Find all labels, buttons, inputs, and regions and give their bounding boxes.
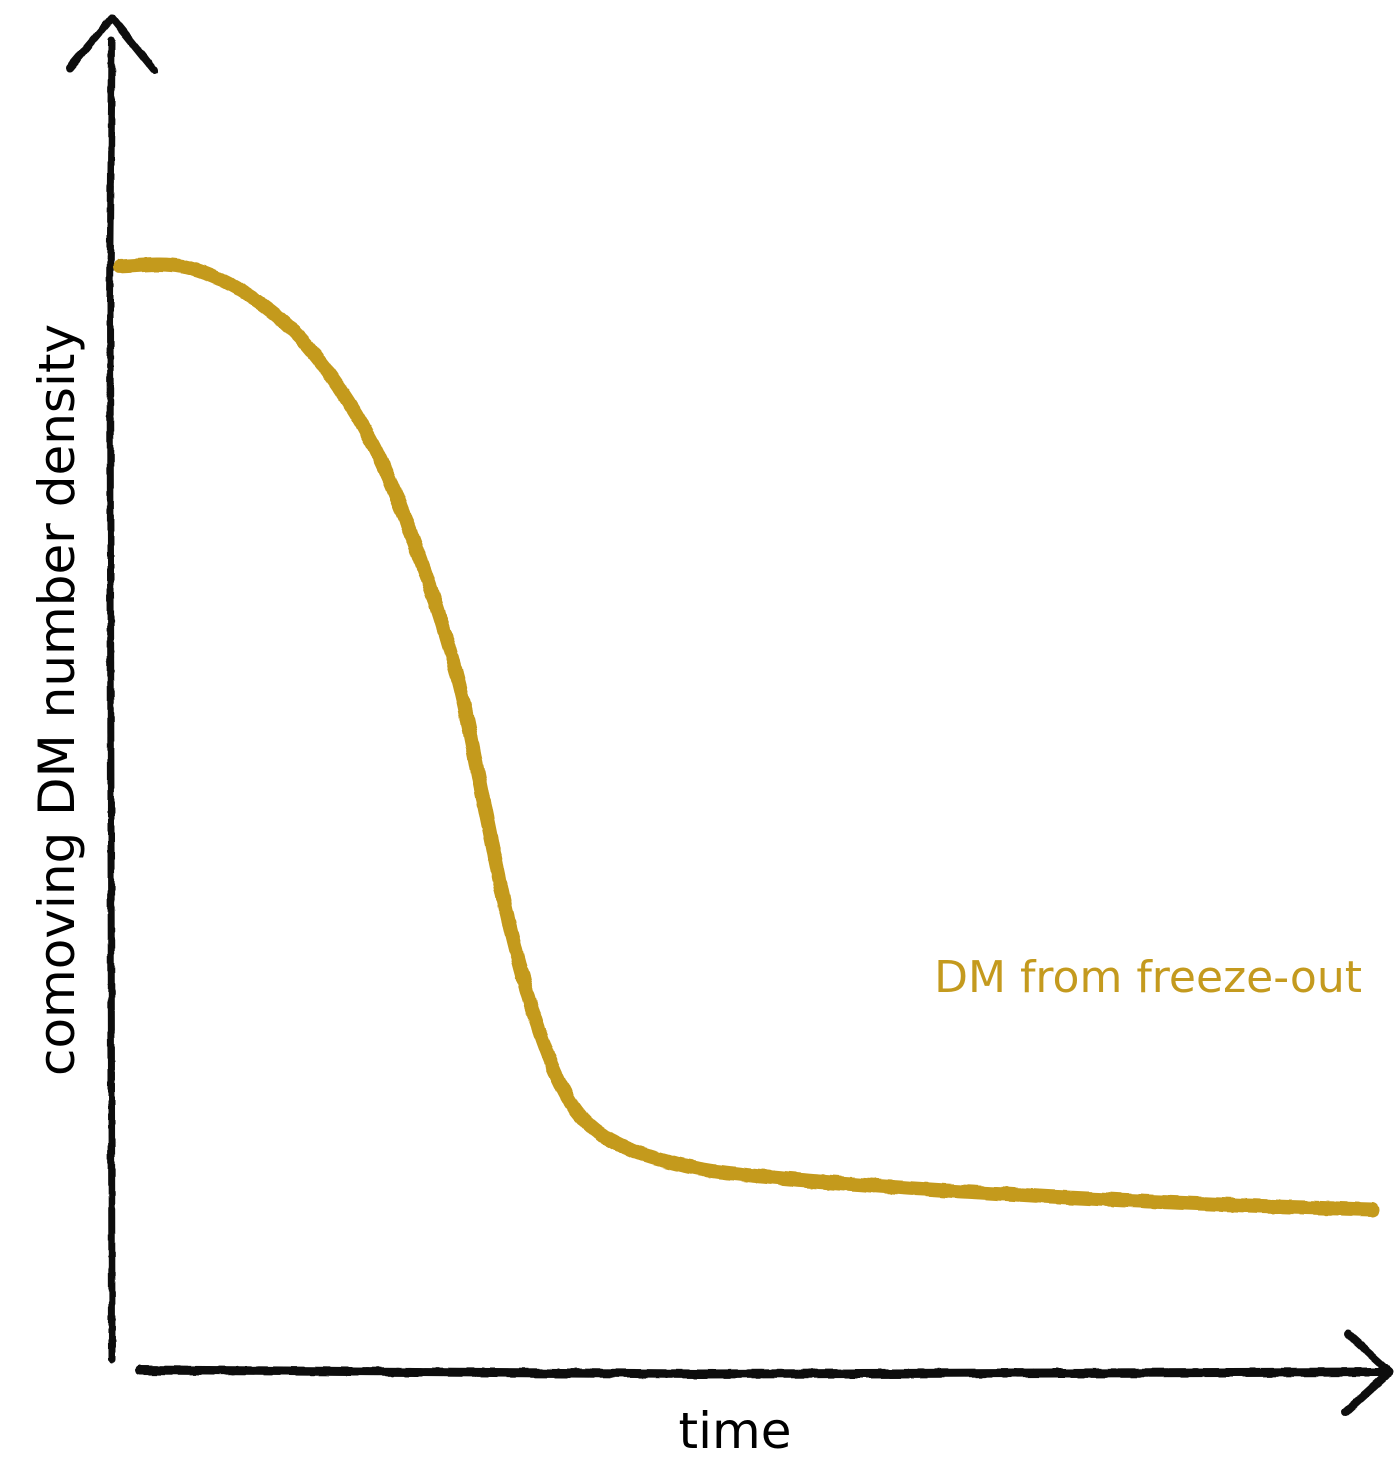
x-axis-line	[135, 1365, 1385, 1379]
axes	[66, 14, 1394, 1416]
y-axis-line	[106, 36, 116, 1364]
x-axis-label: time	[679, 1402, 792, 1460]
series-line-0	[113, 257, 1379, 1217]
y-axis-arrowhead	[66, 14, 158, 74]
y-axis-label: comoving DM number density	[28, 324, 86, 1076]
series-label-dm-from-freeze-out: DM from freeze-out	[934, 952, 1362, 1003]
x-axis-arrowhead	[1342, 1330, 1394, 1416]
series-layer	[113, 257, 1379, 1217]
